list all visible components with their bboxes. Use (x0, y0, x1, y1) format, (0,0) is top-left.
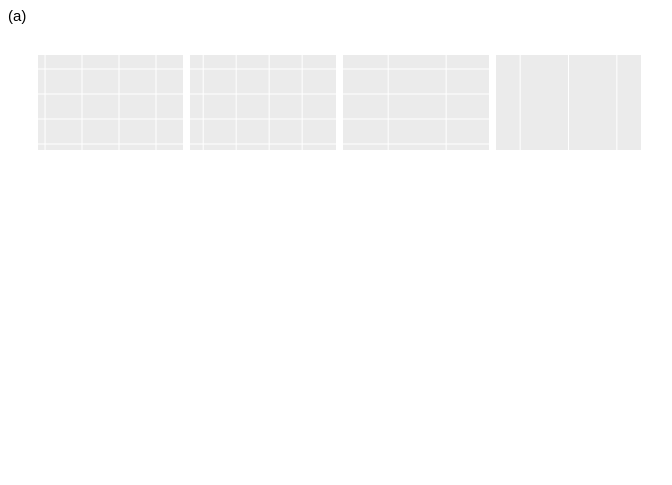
panel-background (190, 55, 336, 150)
panel (519, 55, 618, 150)
panel-background (38, 55, 183, 150)
panel-background (343, 55, 489, 150)
chart-title: (a) (8, 8, 26, 25)
panel (190, 55, 336, 150)
panel (38, 55, 183, 150)
panel (343, 55, 489, 150)
